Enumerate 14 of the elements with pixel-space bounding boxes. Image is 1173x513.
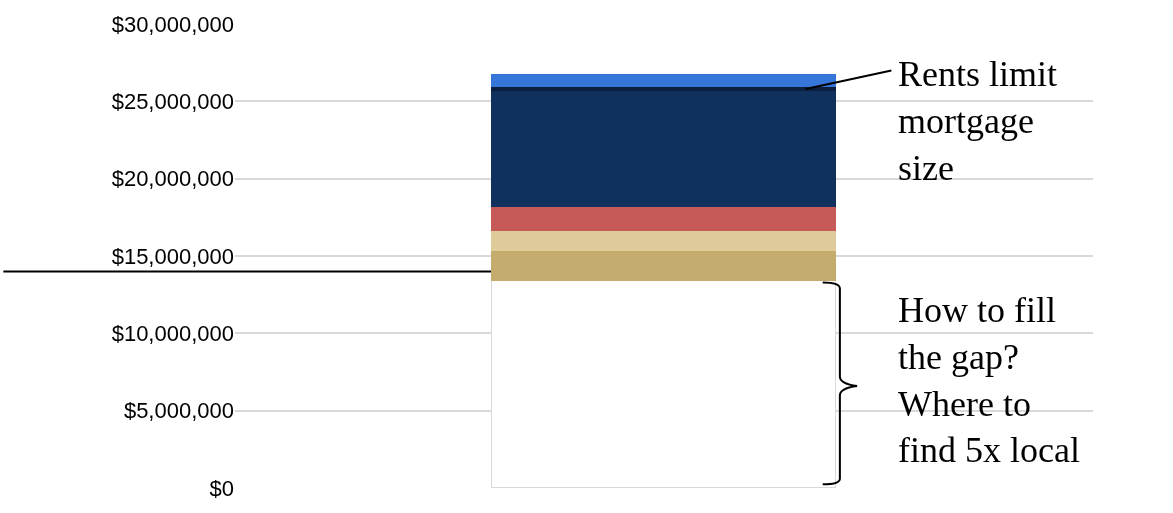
bar (491, 230, 836, 251)
bar (491, 206, 836, 231)
y-tick-label: $30,000,000 (111, 11, 234, 37)
y-tick-label: $5,000,000 (123, 398, 234, 424)
annotation: How to fill the gap? Where to find 5x local (898, 290, 1080, 471)
y-tick-label: $0 (209, 475, 234, 501)
annotation: Rents limit mortgage size (898, 54, 1058, 188)
bar (491, 90, 836, 207)
y-tick-label: $25,000,000 (111, 89, 234, 115)
y-tick-label: $20,000,000 (111, 166, 234, 192)
bar (491, 74, 836, 87)
y-tick-label: $10,000,000 (111, 321, 234, 347)
bar (491, 250, 836, 281)
y-tick-label: $15,000,000 (111, 243, 234, 269)
